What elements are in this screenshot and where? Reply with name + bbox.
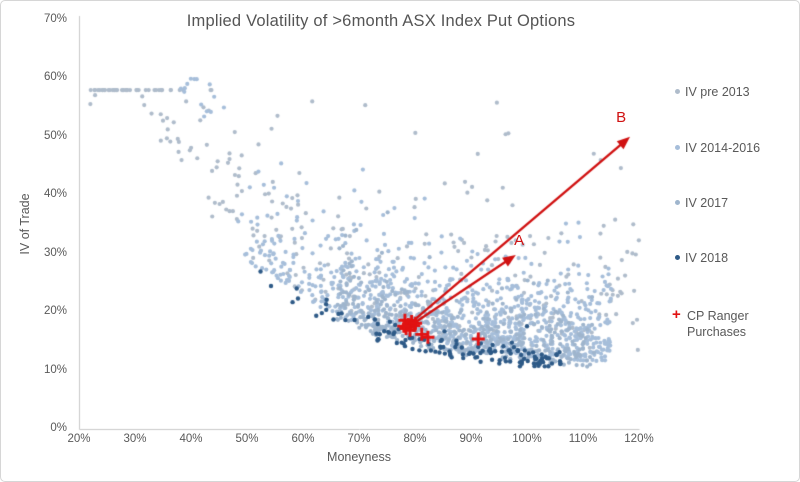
y-tick-label: 40% — [43, 188, 67, 201]
legend-label: IV 2014-2016 — [685, 141, 761, 155]
x-tick-label: 60% — [291, 433, 315, 445]
y-tick-label: 60% — [43, 71, 67, 84]
y-tick-label: 10% — [43, 363, 67, 376]
legend-dot-marker-icon — [675, 200, 680, 205]
x-tick-label: 80% — [403, 433, 427, 445]
legend-item: IV 2018 — [675, 250, 728, 266]
x-tick-label: 100% — [512, 433, 542, 445]
arrow-label-b: B — [616, 109, 627, 127]
x-tick-label: 30% — [123, 433, 147, 445]
x-tick-label: 120% — [624, 433, 654, 445]
legend-label: IV 2017 — [685, 196, 729, 210]
y-tick-label: 30% — [43, 246, 67, 259]
arrow-label-a: A — [514, 231, 525, 249]
y-tick-label: 70% — [43, 12, 67, 25]
legend-label: IV pre 2013 — [685, 85, 750, 99]
legend-item: IV 2014-2016 — [675, 140, 760, 156]
chart-title: Implied Volatility of >6month ASX Index … — [186, 12, 576, 30]
legend-label: IV 2018 — [685, 251, 729, 265]
legend-item: IV pre 2013 — [675, 84, 750, 100]
legend-dot-marker-icon — [675, 89, 680, 94]
y-tick-label: 50% — [43, 129, 67, 142]
legend-dot-marker-icon — [675, 255, 680, 260]
x-tick-label: 40% — [179, 433, 203, 445]
x-tick-label: 110% — [568, 433, 598, 445]
legend-item: IV 2017 — [675, 195, 728, 211]
legend-item: + CP Ranger Purchases — [672, 306, 797, 340]
x-tick-label: 70% — [347, 433, 371, 445]
y-tick-label: 20% — [43, 305, 67, 318]
x-tick-label: 90% — [459, 433, 483, 445]
x-axis-title: Moneyness — [327, 450, 391, 464]
y-tick-label: 0% — [50, 422, 67, 434]
legend-plus-marker-icon: + — [672, 306, 681, 323]
legend-label: CP Ranger Purchases — [687, 309, 749, 339]
x-tick-label: 50% — [235, 433, 259, 445]
x-tick-label: 20% — [67, 433, 91, 445]
legend-dot-marker-icon — [675, 145, 680, 150]
